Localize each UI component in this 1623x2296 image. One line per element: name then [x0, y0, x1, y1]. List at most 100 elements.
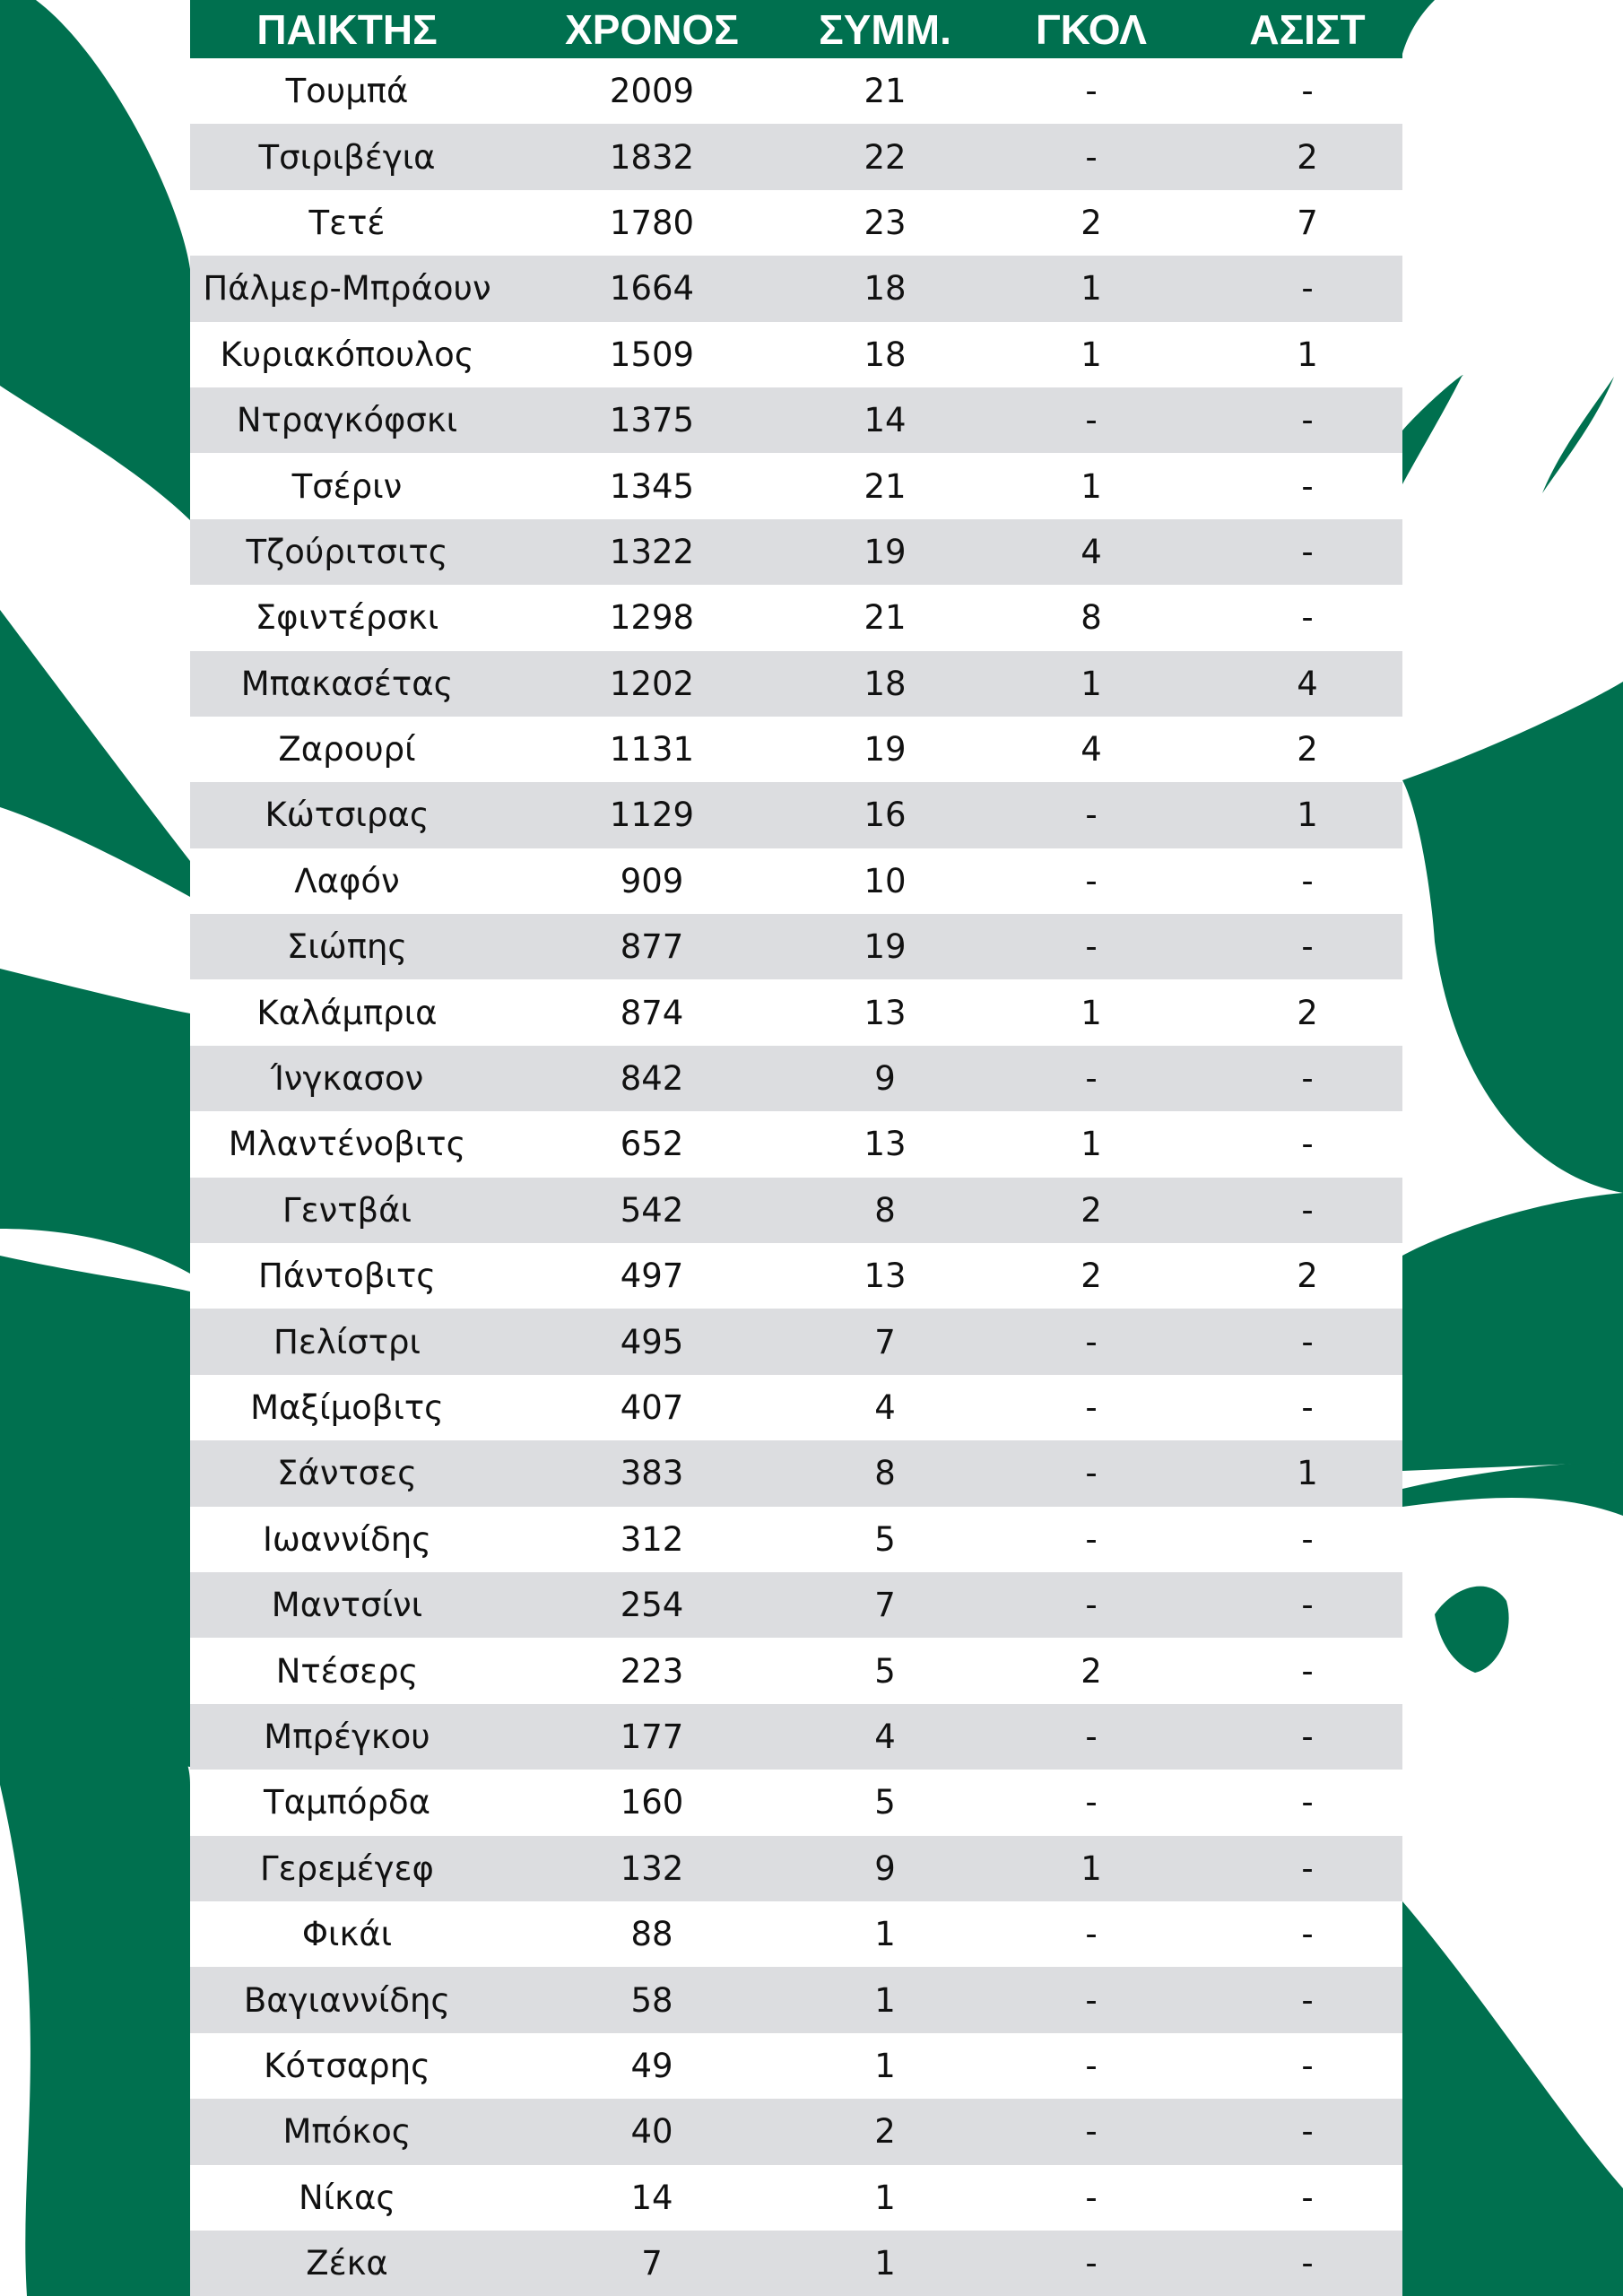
assists-cell: - — [1301, 2046, 1314, 2085]
assists-cell: - — [1301, 598, 1314, 638]
player-name-cell: Νίκας — [298, 2178, 396, 2217]
table-row: Τσέριν 1345 21 1 - — [190, 453, 1402, 519]
appearances-cell: 22 — [864, 137, 907, 177]
minutes-cell: 909 — [620, 861, 684, 900]
appearances-cell: 1 — [874, 2046, 896, 2085]
appearances-cell: 8 — [874, 1454, 896, 1493]
assists-cell: 1 — [1297, 335, 1318, 374]
table-row: Μλαντένοβιτς 652 13 1 - — [190, 1111, 1402, 1178]
minutes-cell: 2009 — [609, 72, 695, 111]
minutes-cell: 1129 — [609, 796, 695, 835]
assists-cell: - — [1301, 1190, 1314, 1230]
assists-cell: - — [1301, 1586, 1314, 1625]
assists-cell: 4 — [1297, 664, 1318, 703]
minutes-cell: 407 — [620, 1388, 684, 1427]
goals-cell: - — [1085, 72, 1098, 111]
table-row: Κώτσιρας 1129 16 - 1 — [190, 782, 1402, 848]
minutes-cell: 495 — [620, 1322, 684, 1361]
player-name-cell: Τσιριβέγια — [258, 137, 436, 177]
minutes-cell: 223 — [620, 1651, 684, 1691]
appearances-cell: 2 — [874, 2112, 896, 2152]
player-stats-table: ΠΑΙΚΤΗΣ ΧΡΟΝΟΣ ΣΥΜΜ. ΓΚΟΛ ΑΣΙΣΤ Τουμπά 20… — [190, 0, 1402, 2296]
assists-cell: - — [1301, 1915, 1314, 1954]
goals-cell: 1 — [1081, 993, 1102, 1032]
minutes-cell: 14 — [630, 2178, 673, 2217]
minutes-cell: 1131 — [609, 730, 695, 770]
goals-cell: 8 — [1081, 598, 1102, 638]
assists-cell: - — [1301, 1519, 1314, 1559]
player-name-cell: Κότσαρης — [264, 2046, 430, 2085]
table-header: ΠΑΙΚΤΗΣ ΧΡΟΝΟΣ ΣΥΜΜ. ΓΚΟΛ ΑΣΙΣΤ — [190, 0, 1402, 58]
minutes-cell: 1375 — [609, 401, 695, 440]
player-name-cell: Βαγιαννίδης — [243, 1980, 451, 2020]
player-name-cell: Καλάμπρια — [256, 993, 438, 1032]
table-row: Ντραγκόφσκι 1375 14 - - — [190, 387, 1402, 454]
goals-cell: - — [1085, 1519, 1098, 1559]
minutes-cell: 1780 — [609, 203, 695, 242]
appearances-cell: 19 — [864, 927, 907, 967]
minutes-cell: 1832 — [609, 137, 695, 177]
table-row: Σφιντέρσκι 1298 21 8 - — [190, 585, 1402, 651]
appearances-cell: 5 — [874, 1783, 896, 1822]
appearances-cell: 21 — [864, 72, 907, 111]
goals-cell: - — [1085, 1388, 1098, 1427]
player-name-cell: Μπόκος — [282, 2112, 412, 2152]
assists-cell: 2 — [1297, 1257, 1318, 1296]
appearances-cell: 19 — [864, 730, 907, 770]
goals-cell: - — [1085, 1454, 1098, 1493]
table-row: Ντέσερς 223 5 2 - — [190, 1638, 1402, 1704]
minutes-cell: 49 — [630, 2046, 673, 2085]
player-name-cell: Πελίστρι — [273, 1322, 421, 1361]
player-name-cell: Τζούριτσιτς — [246, 532, 448, 571]
minutes-cell: 1664 — [609, 269, 695, 309]
player-name-cell: Ιωαννίδης — [263, 1519, 431, 1559]
player-name-cell: Σάντσες — [277, 1454, 417, 1493]
table-row: Ίνγκασον 842 9 - - — [190, 1045, 1402, 1112]
minutes-cell: 7 — [641, 2244, 663, 2283]
goals-cell: 4 — [1081, 730, 1102, 770]
table-row: Τζούριτσιτς 1322 19 4 - — [190, 518, 1402, 586]
minutes-cell: 874 — [620, 993, 684, 1032]
minutes-cell: 1345 — [609, 466, 695, 506]
goals-cell: 2 — [1081, 1190, 1102, 1230]
appearances-cell: 13 — [864, 1125, 907, 1164]
player-name-cell: Πάλμερ-Μπράουν — [203, 269, 491, 309]
minutes-cell: 497 — [620, 1257, 684, 1296]
table-row: Ταμπόρδα 160 5 - - — [190, 1770, 1402, 1836]
player-name-cell: Σιώπης — [286, 927, 408, 967]
assists-cell: - — [1301, 401, 1314, 440]
assists-cell: - — [1301, 1783, 1314, 1822]
appearances-cell: 18 — [864, 335, 907, 374]
player-name-cell: Μλαντένοβιτς — [228, 1125, 466, 1164]
table-row: Καλάμπρια 874 13 1 2 — [190, 979, 1402, 1046]
header-player: ΠΑΙΚΤΗΣ — [256, 5, 438, 53]
goals-cell: - — [1085, 1915, 1098, 1954]
table-row: Λαφόν 909 10 - - — [190, 848, 1402, 915]
table-row: Μπρέγκου 177 4 - - — [190, 1703, 1402, 1770]
appearances-cell: 1 — [874, 2244, 896, 2283]
goals-cell: 2 — [1081, 203, 1102, 242]
minutes-cell: 383 — [620, 1454, 684, 1493]
table-row: Ιωαννίδης 312 5 - - — [190, 1506, 1402, 1572]
player-name-cell: Μαντσίνι — [271, 1586, 423, 1625]
appearances-cell: 21 — [864, 598, 907, 638]
minutes-cell: 58 — [630, 1980, 673, 2020]
table-row: Μπόκος 40 2 - - — [190, 2099, 1402, 2165]
appearances-cell: 18 — [864, 664, 907, 703]
header-assists: ΑΣΙΣΤ — [1249, 5, 1366, 53]
appearances-cell: 10 — [864, 861, 907, 900]
player-name-cell: Ντέσερς — [275, 1651, 419, 1691]
table-row: Σάντσες 383 8 - 1 — [190, 1440, 1402, 1507]
assists-cell: - — [1301, 1388, 1314, 1427]
table-row: Μαξίμοβιτς 407 4 - - — [190, 1374, 1402, 1441]
table-row: Φικάι 88 1 - - — [190, 1900, 1402, 1968]
table-row: Βαγιαννίδης 58 1 - - — [190, 1967, 1402, 2033]
minutes-cell: 312 — [620, 1519, 684, 1559]
goals-cell: 2 — [1081, 1651, 1102, 1691]
appearances-cell: 19 — [864, 532, 907, 571]
player-name-cell: Γερεμέγεφ — [260, 1848, 434, 1888]
table-row: Ζαρουρί 1131 19 4 2 — [190, 716, 1402, 783]
table-row: Πάντοβιτς 497 13 2 2 — [190, 1243, 1402, 1309]
minutes-cell: 40 — [630, 2112, 673, 2152]
